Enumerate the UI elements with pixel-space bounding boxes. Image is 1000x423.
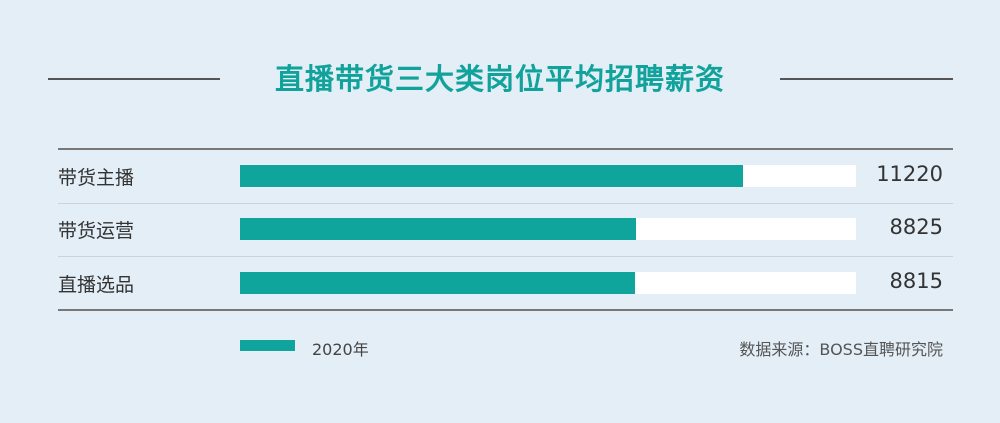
bar-track (240, 272, 856, 294)
category-label: 带货主播 (58, 167, 135, 189)
bar (240, 165, 744, 187)
title-rule-left (48, 78, 220, 80)
value-label: 11220 (876, 162, 943, 186)
category-label: 直播选品 (58, 274, 135, 296)
category-label: 带货运营 (58, 220, 135, 242)
bottom-divider (58, 309, 953, 311)
bar (240, 218, 636, 240)
legend-label: 2020年 (312, 340, 369, 359)
legend-swatch (240, 340, 295, 351)
bar-track (240, 165, 856, 187)
data-source: 数据来源：BOSS直聘研究院 (739, 340, 943, 359)
chart-title: 直播带货三大类岗位平均招聘薪资 (274, 62, 725, 96)
row-divider (58, 203, 953, 204)
value-label: 8815 (889, 269, 943, 293)
bar-track (240, 218, 856, 240)
top-divider (58, 148, 953, 150)
row-divider (58, 256, 953, 257)
value-label: 8825 (889, 215, 943, 239)
bar (240, 272, 636, 294)
title-rule-right (780, 78, 953, 80)
